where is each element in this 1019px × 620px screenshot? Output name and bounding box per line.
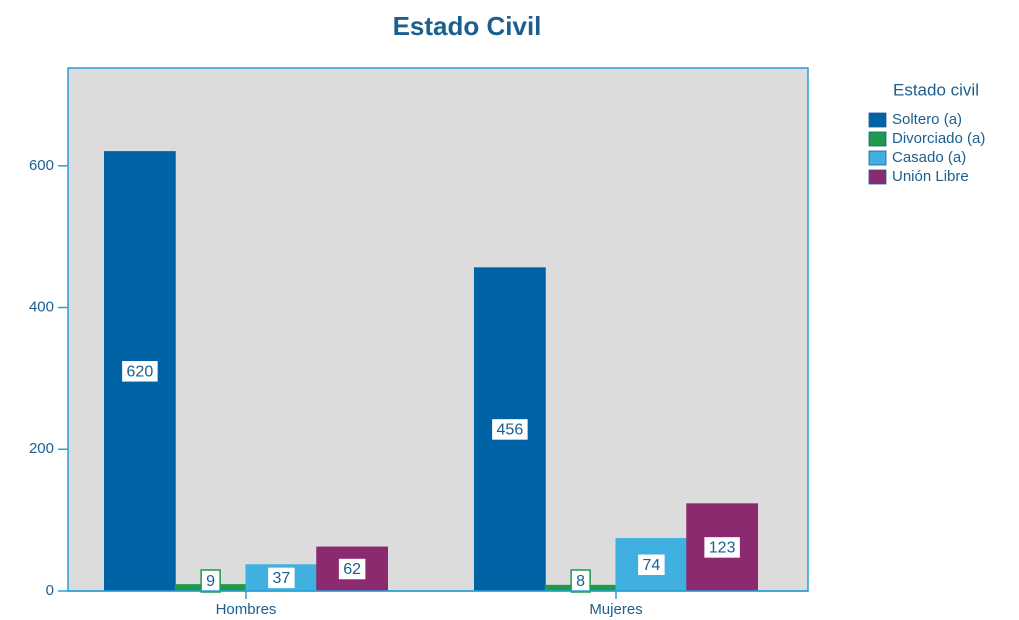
legend-item: Divorciado (a) bbox=[892, 130, 985, 147]
plot-area bbox=[67, 67, 809, 592]
value-label-box bbox=[490, 417, 530, 442]
value-label: 456 bbox=[497, 422, 524, 439]
x-tick-label: Mujeres bbox=[589, 601, 642, 618]
value-label-box bbox=[636, 553, 667, 577]
y-tick-label: 0 bbox=[46, 582, 54, 599]
legend-item: Casado (a) bbox=[892, 149, 966, 166]
y-tick-label: 200 bbox=[29, 440, 54, 457]
value-label: 620 bbox=[127, 364, 154, 381]
legend-title: Estado civil bbox=[893, 80, 979, 99]
value-label: 62 bbox=[343, 561, 361, 578]
legend-swatch bbox=[868, 112, 887, 128]
legend-item: Soltero (a) bbox=[892, 111, 962, 128]
chart-title: Estado Civil bbox=[393, 11, 542, 41]
value-label-box bbox=[702, 535, 742, 560]
value-label: 9 bbox=[206, 573, 215, 590]
value-label: 8 bbox=[576, 573, 585, 590]
value-label: 37 bbox=[272, 570, 290, 587]
value-label-box bbox=[570, 569, 591, 593]
y-tick-label: 600 bbox=[29, 157, 54, 174]
legend-swatch bbox=[868, 150, 887, 166]
legend-swatch bbox=[868, 169, 887, 185]
value-label: 74 bbox=[642, 557, 660, 574]
value-label: 123 bbox=[709, 540, 736, 557]
y-tick-label: 400 bbox=[29, 298, 54, 315]
legend-item: Unión Libre bbox=[892, 168, 969, 185]
x-tick-label: Hombres bbox=[216, 601, 277, 618]
value-label-box bbox=[337, 557, 367, 581]
value-label-box bbox=[120, 359, 160, 384]
value-label-box bbox=[200, 569, 221, 593]
legend-swatch bbox=[868, 131, 887, 147]
value-label-box bbox=[266, 566, 297, 590]
